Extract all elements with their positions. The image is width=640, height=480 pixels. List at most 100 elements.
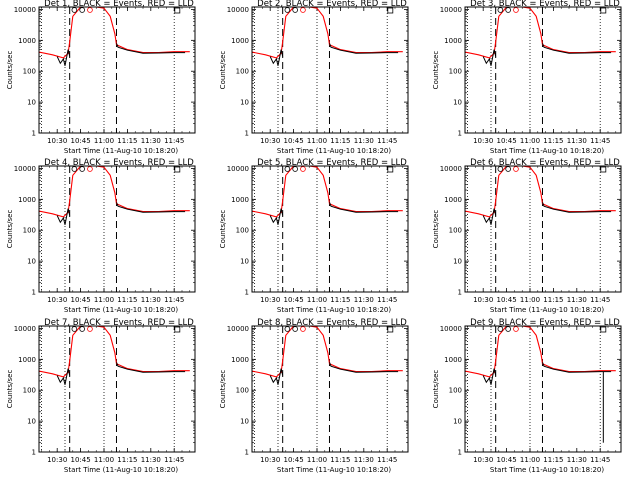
events-series-line <box>329 43 399 54</box>
saturation-circle-marker <box>71 166 78 172</box>
series-group <box>252 166 403 225</box>
y-tick-label: 10000 <box>14 6 36 14</box>
x-tick-label: 11:45 <box>590 137 610 145</box>
y-tick-label: 10000 <box>14 165 36 173</box>
series-group <box>39 166 190 225</box>
events-series-line <box>269 208 284 225</box>
x-tick-label: 11:00 <box>307 296 327 304</box>
y-tick-label: 1000 <box>231 37 249 45</box>
series-group <box>465 326 616 385</box>
y-tick-label: 1 <box>32 289 36 297</box>
y-tick-label: 10 <box>240 258 249 266</box>
square-marker <box>174 326 181 333</box>
saturation-circle-marker <box>292 7 298 13</box>
saturation-circle-marker <box>505 166 511 172</box>
x-tick-label: 11:15 <box>543 137 563 145</box>
x-tick-label: 11:30 <box>354 137 374 145</box>
y-tick-label: 1 <box>32 449 36 457</box>
x-tick-label: 10:30 <box>260 456 280 464</box>
saturation-circle-marker <box>71 7 78 13</box>
events-series-line <box>329 202 399 213</box>
events-series-line <box>116 43 186 54</box>
events-series-line <box>56 49 71 66</box>
series-group <box>252 7 403 66</box>
saturation-circle-marker <box>87 326 93 332</box>
saturation-circle-marker <box>79 166 85 172</box>
saturation-circle-marker <box>513 326 519 332</box>
x-tick-label: 11:45 <box>164 296 184 304</box>
panel-det-6: Det 6, BLACK = Events, RED = LLD 1 10 100 10… <box>432 158 622 314</box>
plot-frame <box>464 165 622 293</box>
y-tick-label: 10000 <box>440 6 462 14</box>
plot-frame <box>38 165 196 293</box>
y-tick-label: 1 <box>458 289 462 297</box>
x-tick-label: 11:45 <box>377 296 397 304</box>
y-tick-label: 1000 <box>444 196 462 204</box>
x-axis-label: Start Time (11-Aug-10 10:18:20) <box>490 466 604 474</box>
y-tick-label: 100 <box>23 227 36 235</box>
saturation-circle-marker <box>284 7 291 13</box>
series-group <box>465 7 616 66</box>
y-axis-label: Counts/sec <box>219 210 227 249</box>
y-tick-label: 1 <box>458 130 462 138</box>
y-tick-label: 10000 <box>227 325 249 333</box>
lld-series-line <box>465 326 616 378</box>
saturation-circle-marker <box>292 166 298 172</box>
x-tick-label: 10:45 <box>497 456 517 464</box>
y-tick-label: 10 <box>453 258 462 266</box>
panel-det-4: Det 4, BLACK = Events, RED = LLD 1 10 100 10… <box>6 158 196 314</box>
x-tick-label: 10:45 <box>71 456 91 464</box>
events-series-line <box>56 368 71 385</box>
square-marker <box>174 7 181 14</box>
y-tick-label: 1 <box>32 130 36 138</box>
x-tick-label: 11:15 <box>117 296 137 304</box>
x-tick-label: 11:15 <box>543 456 563 464</box>
x-axis-label: Start Time (11-Aug-10 10:18:20) <box>64 466 178 474</box>
x-tick-label: 11:45 <box>164 137 184 145</box>
events-series-line <box>269 368 284 385</box>
saturation-circle-marker <box>284 326 291 332</box>
events-series-line <box>116 362 186 373</box>
x-tick-label: 10:30 <box>260 137 280 145</box>
x-tick-label: 11:45 <box>377 137 397 145</box>
y-tick-label: 1000 <box>231 196 249 204</box>
saturation-circle-marker <box>497 7 504 13</box>
lld-series-line <box>465 166 616 218</box>
y-axis-label: Counts/sec <box>6 370 14 409</box>
y-tick-label: 10000 <box>440 165 462 173</box>
lld-series-line <box>252 326 403 378</box>
y-tick-label: 1000 <box>18 37 36 45</box>
x-tick-label: 10:30 <box>473 296 493 304</box>
y-tick-label: 10000 <box>227 6 249 14</box>
panel-title: Det 7, BLACK = Events, RED = LLD <box>44 318 194 328</box>
x-axis-label: Start Time (11-Aug-10 10:18:20) <box>277 147 391 155</box>
x-tick-label: 11:45 <box>164 456 184 464</box>
square-marker <box>387 166 394 173</box>
y-tick-label: 10 <box>27 418 36 426</box>
x-axis-label: Start Time (11-Aug-10 10:18:20) <box>64 147 178 155</box>
x-tick-label: 11:15 <box>330 137 350 145</box>
x-tick-label: 11:30 <box>141 296 161 304</box>
y-tick-label: 1000 <box>444 356 462 364</box>
plot-frame <box>464 6 622 134</box>
y-tick-label: 10 <box>240 418 249 426</box>
x-tick-label: 10:45 <box>284 137 304 145</box>
y-axis-label: Counts/sec <box>432 210 440 249</box>
plot-frame <box>464 325 622 453</box>
x-tick-label: 11:30 <box>141 137 161 145</box>
x-tick-label: 10:30 <box>260 296 280 304</box>
saturation-circle-marker <box>300 7 306 13</box>
panel-det-7: Det 7, BLACK = Events, RED = LLD 1 10 100 10… <box>6 318 196 474</box>
x-tick-label: 11:00 <box>94 456 114 464</box>
y-tick-label: 100 <box>236 227 249 235</box>
y-tick-label: 1000 <box>231 356 249 364</box>
x-tick-label: 11:45 <box>377 456 397 464</box>
x-tick-label: 11:15 <box>543 296 563 304</box>
plot-frame <box>251 165 409 293</box>
saturation-circle-marker <box>497 326 504 332</box>
series-group <box>252 326 403 385</box>
plot-frame <box>251 325 409 453</box>
lld-series-line <box>39 326 190 378</box>
x-tick-label: 11:15 <box>330 296 350 304</box>
saturation-circle-marker <box>300 166 306 172</box>
